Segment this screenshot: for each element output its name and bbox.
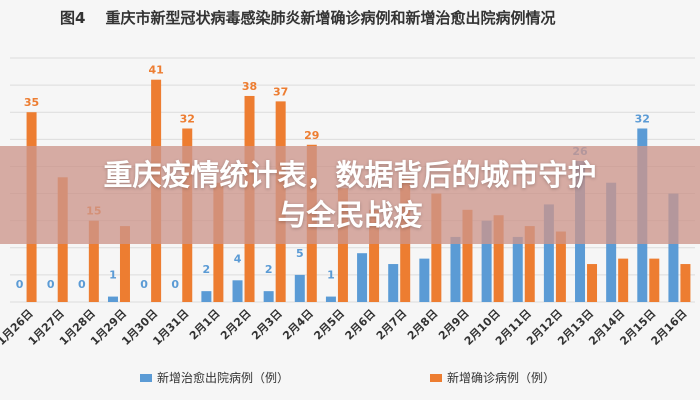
- headline-line-1: 重庆疫情统计表，数据背后的城市守护: [103, 158, 597, 192]
- bar-confirmed-20: [618, 258, 629, 302]
- bar-discharged-13: [388, 264, 399, 302]
- value-label-confirmed-9: 37: [273, 85, 288, 98]
- chart-title: 图4 重庆市新型冠状病毒感染肺炎新增确诊病例和新增治愈出院病例情况: [60, 9, 555, 27]
- bar-confirmed-21: [649, 258, 660, 302]
- bar-confirmed-3: [88, 220, 99, 302]
- value-label-discharged-5: 0: [140, 278, 148, 291]
- bar-discharged-11: [325, 296, 336, 302]
- value-label-discharged-21: 32: [635, 112, 650, 125]
- bar-discharged-10: [294, 274, 305, 302]
- value-label-confirmed-6: 32: [180, 112, 195, 125]
- headline-line-2: 与全民战疫: [277, 198, 423, 232]
- value-label-discharged-4: 1: [109, 269, 117, 282]
- legend-label-discharged: 新增治愈出院病例（例）: [157, 370, 289, 385]
- bar-confirmed-22: [680, 264, 691, 302]
- bar-discharged-8: [232, 280, 243, 302]
- value-label-confirmed-5: 41: [148, 64, 163, 77]
- legend-label-confirmed: 新增确诊病例（例）: [447, 370, 555, 385]
- value-label-discharged-3: 0: [78, 278, 86, 291]
- legend-swatch-confirmed: [430, 374, 442, 382]
- value-label-discharged-2: 0: [47, 278, 55, 291]
- bar-discharged-4: [107, 296, 118, 302]
- bar-confirmed-19: [587, 264, 598, 302]
- value-label-discharged-6: 0: [171, 278, 179, 291]
- value-label-confirmed-10: 29: [304, 129, 319, 142]
- value-label-discharged-7: 2: [203, 263, 211, 276]
- bar-confirmed-18: [555, 231, 566, 302]
- headline-banner: 重庆疫情统计表，数据背后的城市守护 与全民战疫: [0, 146, 700, 244]
- legend-swatch-discharged: [140, 374, 152, 382]
- value-label-discharged-11: 1: [327, 269, 335, 282]
- value-label-discharged-9: 2: [265, 263, 273, 276]
- bar-discharged-16: [481, 220, 492, 302]
- bar-discharged-18: [543, 204, 554, 302]
- bar-confirmed-11: [337, 188, 348, 302]
- legend: 新增治愈出院病例（例） 新增确诊病例（例）: [140, 370, 555, 385]
- bar-discharged-12: [357, 253, 368, 302]
- bar-confirmed-15: [462, 209, 473, 302]
- bar-discharged-15: [450, 236, 461, 302]
- bar-confirmed-12: [369, 209, 380, 302]
- bar-discharged-14: [419, 258, 430, 302]
- value-label-confirmed-1: 35: [24, 96, 39, 109]
- bar-discharged-7: [201, 291, 212, 302]
- bar-discharged-22: [668, 193, 679, 302]
- bar-confirmed-17: [524, 226, 535, 302]
- value-label-discharged-10: 5: [296, 247, 304, 260]
- figure-label: 图4: [60, 9, 85, 27]
- bar-confirmed-14: [431, 193, 442, 302]
- value-label-confirmed-8: 38: [242, 80, 257, 93]
- bar-confirmed-4: [119, 226, 130, 302]
- chart-title-text: 重庆市新型冠状病毒感染肺炎新增确诊病例和新增治愈出院病例情况: [105, 9, 555, 27]
- value-label-discharged-8: 4: [234, 252, 242, 265]
- bar-discharged-17: [512, 236, 523, 302]
- bar-confirmed-16: [493, 215, 504, 302]
- value-label-discharged-1: 0: [16, 278, 24, 291]
- bar-discharged-9: [263, 291, 274, 302]
